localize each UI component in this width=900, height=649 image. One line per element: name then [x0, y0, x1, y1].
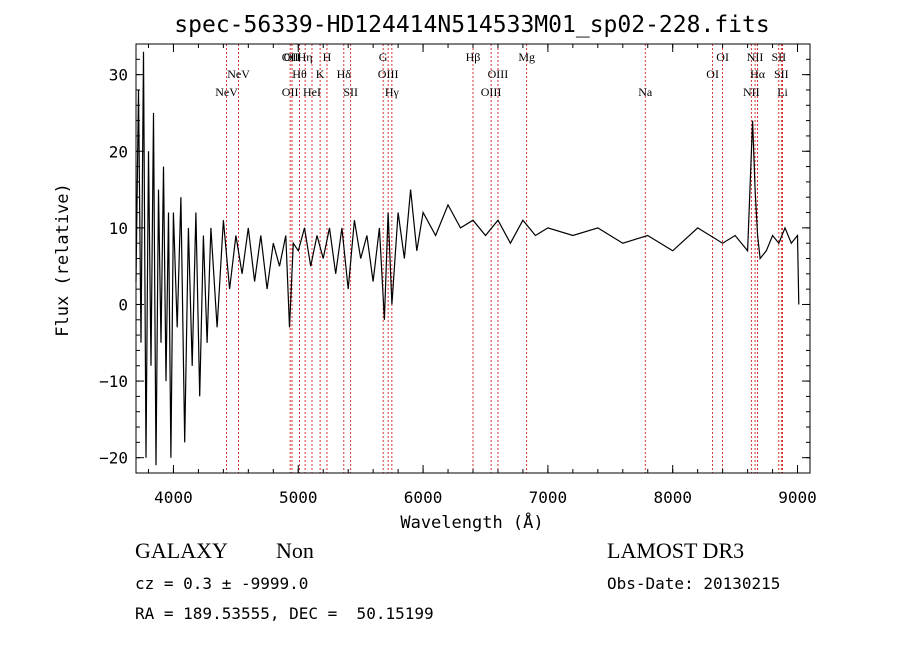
spectral-line-label: OI: [716, 50, 729, 64]
spectral-line-label: SII: [774, 67, 789, 81]
spectral-line-label: G: [379, 50, 388, 64]
x-axis: 4000 5000 6000 7000 8000 9000: [147, 44, 817, 507]
spectral-line-label: K: [316, 67, 325, 81]
spectral-line-label: Li: [777, 85, 788, 99]
survey-name: LAMOST DR3: [607, 538, 745, 563]
y-axis-label: Flux (relative): [53, 183, 73, 337]
spectral-line-label: NeV: [227, 67, 250, 81]
x-tick-label: 5000: [279, 488, 318, 507]
spectral-line-label: Hθ: [292, 67, 307, 81]
coordinates: RA = 189.53555, DEC = 50.15199: [135, 604, 434, 623]
x-axis-label: Wavelength (Å): [400, 511, 543, 533]
y-tick-label: 10: [109, 219, 128, 238]
spectral-line-label: NII: [743, 85, 760, 99]
obs-date: Obs-Date: 20130215: [607, 574, 781, 593]
spectral-line-label: Mg: [518, 50, 535, 64]
spectral-line-label: Hδ: [337, 67, 352, 81]
object-class: GALAXY: [135, 538, 228, 563]
spectral-line-label: NeV: [215, 85, 238, 99]
y-tick-label: −20: [99, 449, 128, 468]
spectral-line-label: Hγ: [385, 85, 400, 99]
spectral-line-markers: [226, 44, 783, 473]
y-tick-label: 30: [109, 66, 128, 85]
spectral-line-labels: NeVNeVOIIOIIOIIHθHηHeIKHHδSIIGOIIIHγHβOI…: [215, 50, 788, 99]
flux-series-line: [135, 51, 800, 466]
spectral-line-label: OII: [282, 50, 299, 64]
x-tick-label: 8000: [653, 488, 692, 507]
object-subclass: Non: [276, 538, 314, 563]
spectral-line-label: NII: [747, 50, 764, 64]
spectral-line-label: OII: [282, 85, 299, 99]
spectral-line-label: SII: [343, 85, 358, 99]
spectral-line-label: Na: [638, 85, 653, 99]
spectral-line-label: OIII: [481, 85, 502, 99]
y-axis: −20 −10 0 10 20 30: [99, 58, 810, 468]
spectral-line-label: Hβ: [466, 50, 481, 64]
chart-title: spec-56339-HD124414N514533M01_sp02-228.f…: [174, 12, 769, 38]
x-tick-label: 9000: [778, 488, 817, 507]
spectral-line-label: OI: [706, 67, 719, 81]
spectral-line-label: H: [323, 50, 332, 64]
x-tick-label: 6000: [404, 488, 443, 507]
x-tick-label: 7000: [529, 488, 568, 507]
spectral-line-label: OIII: [488, 67, 509, 81]
y-tick-label: −10: [99, 372, 128, 391]
spectral-line-label: OIII: [378, 67, 399, 81]
spectral-line-label: SII: [771, 50, 786, 64]
spectral-line-label: OII: [284, 50, 301, 64]
y-tick-label: 0: [118, 295, 128, 314]
y-tick-label: 20: [109, 142, 128, 161]
cz-value: cz = 0.3 ± -9999.0: [135, 574, 309, 593]
x-tick-label: 4000: [154, 488, 193, 507]
spectral-line-label: Hη: [298, 50, 313, 64]
spectral-line-label: Hα: [750, 67, 766, 81]
spectral-line-label: HeI: [303, 85, 321, 99]
